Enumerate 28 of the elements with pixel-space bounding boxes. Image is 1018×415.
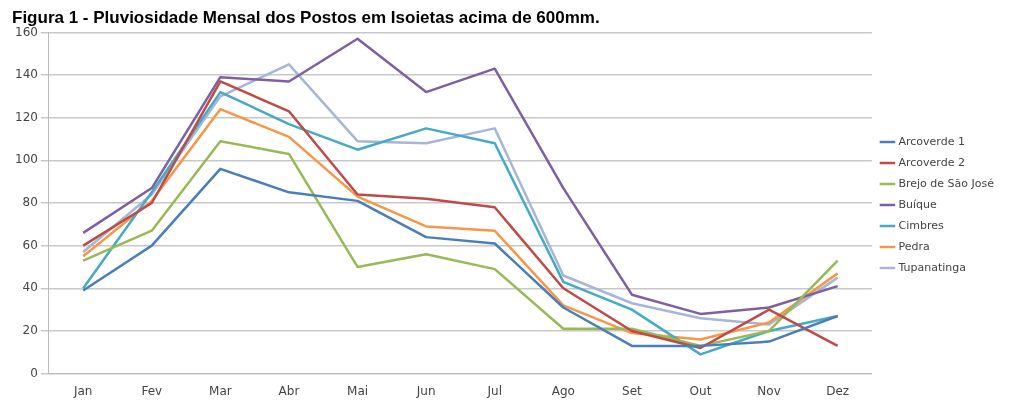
- x-tick-label: Jan: [72, 383, 93, 398]
- y-tick-label: 20: [22, 323, 38, 338]
- y-tick-label: 80: [22, 195, 38, 210]
- x-tick-label: Fev: [141, 383, 163, 398]
- x-tick-label: Abr: [278, 383, 300, 398]
- legend-label: Pedra: [898, 239, 930, 253]
- legend-label: Arcoverde 2: [898, 155, 965, 169]
- x-tick-label: Mai: [347, 383, 369, 398]
- y-tick-label: 40: [22, 280, 38, 295]
- y-tick-label: 60: [22, 237, 38, 252]
- x-tick-label: Mar: [209, 383, 232, 398]
- y-tick-label: 140: [15, 67, 38, 82]
- x-tick-label: Nov: [757, 383, 781, 398]
- x-tick-label: Jun: [415, 383, 436, 398]
- x-tick-label: Jul: [486, 383, 502, 398]
- x-tick-label: Ago: [551, 383, 575, 398]
- legend-label: Arcoverde 1: [898, 134, 965, 148]
- y-tick-label: 100: [15, 152, 38, 167]
- y-tick-label: 120: [15, 109, 38, 124]
- chart-title: Figura 1 - Pluviosidade Mensal dos Postos em Isoietas acima de 600mm.: [12, 7, 600, 27]
- y-tick-label: 0: [30, 365, 38, 380]
- legend-label: Tupanatinga: [897, 260, 966, 274]
- x-tick-label: Set: [622, 383, 643, 398]
- x-tick-label: Dez: [826, 383, 850, 398]
- legend-label: Cimbres: [898, 218, 944, 232]
- legend-label: Brejo de São José: [898, 176, 995, 190]
- x-tick-label: Out: [689, 383, 712, 398]
- legend-label: Buíque: [898, 197, 937, 211]
